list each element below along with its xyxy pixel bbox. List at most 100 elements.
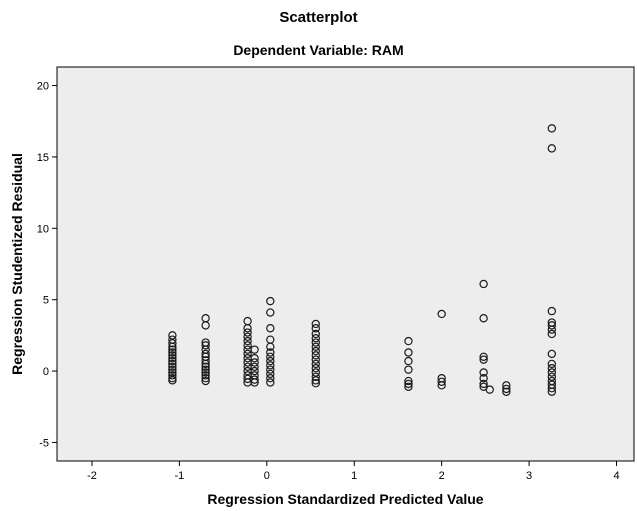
data-point xyxy=(243,341,252,350)
data-point xyxy=(547,387,557,396)
data-point xyxy=(404,382,413,391)
data-point xyxy=(479,368,488,377)
data-point xyxy=(479,279,488,289)
data-point xyxy=(311,338,320,347)
x-tick-label: 1 xyxy=(351,470,357,482)
data-point xyxy=(547,368,557,377)
data-point xyxy=(502,387,511,396)
data-point xyxy=(168,345,177,354)
data-point xyxy=(485,385,494,394)
data-point xyxy=(479,379,488,389)
data-point xyxy=(547,306,557,316)
data-point xyxy=(479,355,488,364)
data-point xyxy=(311,364,320,373)
data-point xyxy=(266,308,275,317)
data-point xyxy=(502,381,511,390)
data-point xyxy=(201,341,210,350)
y-tick-label: 0 xyxy=(43,366,49,378)
data-point xyxy=(250,345,259,354)
x-tick-label: 0 xyxy=(264,470,270,482)
data-point xyxy=(437,309,446,319)
data-point xyxy=(311,368,320,377)
data-point xyxy=(201,356,210,365)
data-point xyxy=(311,334,320,343)
data-point xyxy=(479,374,488,383)
data-point xyxy=(404,365,413,374)
data-point xyxy=(168,351,177,360)
data-point xyxy=(311,372,320,381)
data-point xyxy=(547,364,557,373)
data-point xyxy=(266,374,275,383)
y-axis-label: Regression Studentized Residual xyxy=(9,153,25,375)
data-point xyxy=(266,369,275,379)
data-point xyxy=(266,296,275,306)
x-axis-label: Regression Standardized Predicted Value xyxy=(207,491,483,507)
data-point xyxy=(168,331,177,340)
chart-title: Scatterplot xyxy=(279,9,358,26)
data-point xyxy=(168,354,177,363)
data-point xyxy=(250,354,259,363)
data-point xyxy=(547,329,557,339)
data-point xyxy=(404,336,413,346)
data-point xyxy=(201,371,210,380)
data-point xyxy=(404,356,413,366)
data-point xyxy=(168,376,177,385)
data-point xyxy=(250,375,259,384)
data-point xyxy=(250,366,259,376)
data-point xyxy=(311,346,320,356)
y-axis: -5 0 5 10 15 20 xyxy=(37,81,57,449)
y-tick-label: 15 xyxy=(37,152,49,164)
data-point xyxy=(250,358,259,367)
data-point xyxy=(266,342,275,351)
data-point xyxy=(201,362,210,371)
x-axis: -2 -1 0 1 2 3 4 xyxy=(87,461,620,482)
data-point xyxy=(437,377,446,386)
y-tick-label: 10 xyxy=(37,223,49,235)
data-point xyxy=(168,339,177,348)
chart-subtitle: Dependent Variable: RAM xyxy=(233,42,404,58)
data-point xyxy=(266,365,275,374)
x-tick-label: -1 xyxy=(175,470,185,482)
data-point xyxy=(250,362,259,371)
data-point xyxy=(243,332,252,342)
data-point xyxy=(311,342,320,351)
data-point xyxy=(311,324,320,333)
y-tick-label: -5 xyxy=(39,437,49,449)
data-point xyxy=(404,379,413,389)
data-point xyxy=(201,365,210,374)
data-point xyxy=(168,356,177,366)
data-point xyxy=(201,368,210,377)
data-point xyxy=(201,374,210,383)
data-point xyxy=(168,359,177,369)
data-point xyxy=(547,359,557,369)
data-point xyxy=(502,384,511,394)
data-point xyxy=(168,348,177,357)
data-point xyxy=(266,356,275,366)
data-point xyxy=(404,348,413,357)
data-point xyxy=(201,359,210,369)
data-point xyxy=(311,351,320,360)
data-point xyxy=(266,324,275,333)
x-tick-label: 2 xyxy=(439,470,445,482)
data-point xyxy=(243,349,252,359)
data-point xyxy=(266,352,275,361)
data-point xyxy=(547,325,557,334)
data-point xyxy=(311,329,320,339)
y-tick-label: 5 xyxy=(43,295,49,307)
data-point xyxy=(201,321,210,330)
data-point xyxy=(311,355,320,364)
data-point xyxy=(243,324,252,333)
data-point xyxy=(479,314,488,323)
data-point xyxy=(547,349,557,359)
data-point xyxy=(201,349,210,359)
data-point xyxy=(547,144,557,153)
data-point xyxy=(168,342,177,351)
plot-area xyxy=(56,66,635,462)
data-point xyxy=(250,378,259,387)
data-point xyxy=(311,319,320,329)
data-point xyxy=(266,348,275,357)
data-point xyxy=(168,365,177,374)
data-point xyxy=(168,371,177,380)
data-points xyxy=(168,124,557,396)
